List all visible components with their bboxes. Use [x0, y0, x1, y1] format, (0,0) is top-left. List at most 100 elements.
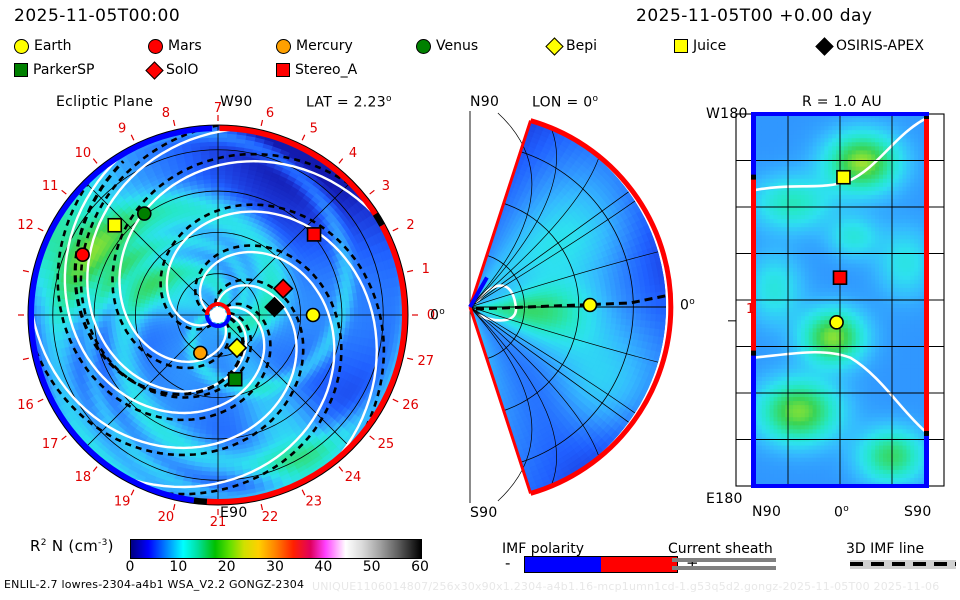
diamond-marker-icon: [145, 60, 164, 80]
legend-item-mercury[interactable]: Mercury: [276, 38, 353, 54]
current-sheath-title: Current sheath: [668, 541, 773, 557]
colorbar-label-close: ): [107, 537, 114, 555]
legend-row-planets: Earth Mars Mercury Venus Bepi Juice OSIRIS-APE…: [0, 36, 960, 62]
ecliptic-body-earth: [305, 307, 321, 323]
degree-symbol-icon: o: [843, 504, 850, 514]
legend-item-mars[interactable]: Mars: [148, 38, 202, 54]
ecliptic-rim-label: 19: [114, 495, 131, 510]
ecliptic-rim-label: 12: [18, 218, 34, 233]
ecliptic-rim-label: 23: [306, 495, 323, 510]
legend-label: Juice: [693, 38, 727, 54]
legend-item-bepi[interactable]: Bepi: [545, 36, 597, 56]
panel-meridional-plane[interactable]: N90 S90 LON = 0o 0o: [462, 94, 702, 530]
colorbar-tick-label: 10: [169, 559, 188, 575]
panel-constant-radius-map[interactable]: R = 1.0 AU W180 E180 1 N90 0o S90: [706, 94, 946, 530]
diamond-marker-icon: [815, 36, 834, 56]
map-axis-topleft-label: W180: [706, 106, 748, 122]
ecliptic-rim-label: 11: [42, 179, 59, 194]
map-body-earth: [829, 315, 844, 330]
circle-marker-icon: [416, 38, 431, 54]
square-marker-icon: [674, 39, 688, 53]
colorbar-label-exp: -3: [98, 538, 108, 548]
colorbar-tick-label: 60: [411, 559, 429, 575]
diamond-marker-icon: [545, 36, 564, 56]
ecliptic-rim-label: 2: [406, 218, 414, 233]
colorbar[interactable]: R2 N (cm-3) 0 10 20 30 40 50 60: [14, 535, 454, 581]
legend-label: ParkerSP: [33, 62, 95, 78]
meridional-plot-canvas: [468, 111, 674, 503]
degree-symbol-icon: o: [385, 94, 392, 104]
map-axis-left-tick: 1: [746, 302, 755, 317]
map-axis-bottom-label-zero: 0o: [834, 504, 849, 521]
meridional-lon-annotation: LON = 0o: [532, 94, 598, 111]
legend-item-venus[interactable]: Venus: [416, 38, 478, 54]
imf-3d-line-title: 3D IMF line: [846, 541, 925, 557]
legend-label: OSIRIS-APEX: [836, 38, 924, 54]
ecliptic-rim-label: 6: [266, 106, 274, 121]
square-marker-icon: [14, 63, 28, 77]
colorbar-label-n: N (cm: [51, 537, 99, 555]
meridional-axis-top-label: N90: [470, 94, 500, 110]
ecliptic-rim-label: 16: [18, 398, 34, 413]
legend-item-earth[interactable]: Earth: [14, 38, 72, 54]
legend-label: Mars: [168, 38, 202, 54]
ecliptic-body-parkersp: [227, 371, 243, 387]
colorbar-gradient: [130, 539, 422, 559]
ecliptic-axis-top-label: W90: [220, 94, 253, 110]
imf-polarity-title: IMF polarity: [502, 541, 585, 557]
ecliptic-rim-label: 25: [378, 437, 395, 452]
map-axis-n90-text: N90: [752, 504, 782, 520]
ecliptic-rim-label: 26: [402, 398, 419, 413]
legend-row-spacecraft: ParkerSP SolO Stereo_A: [0, 60, 960, 86]
legend-item-solo[interactable]: SolO: [145, 60, 199, 80]
ecliptic-body-osiris-apex: [264, 296, 285, 318]
ecliptic-body-mars: [75, 247, 90, 263]
ecliptic-body-bepi: [226, 337, 248, 359]
meridional-axis-right-label: 0o: [680, 297, 695, 314]
legend-label: Mercury: [296, 38, 353, 54]
ecliptic-title: Ecliptic Plane: [56, 94, 154, 110]
ecliptic-rim-label: 22: [262, 510, 279, 525]
colorbar-label-r: R: [30, 537, 41, 555]
ecliptic-lat-text: LAT = 2.23: [306, 94, 386, 111]
footer-watermark: UNIQUE1106014807/256x30x90x1.2304-a4b1.1…: [312, 580, 940, 593]
meridional-axis-right-value: 0: [680, 297, 690, 314]
ecliptic-rim-label: 27: [418, 354, 435, 369]
map-axis-bottom-label-s90: S90: [904, 504, 932, 520]
map-title: R = 1.0 AU: [802, 94, 882, 110]
ecliptic-rim-label: 5: [310, 121, 318, 136]
legend-item-parkersp[interactable]: ParkerSP: [14, 62, 94, 78]
colorbar-tick-label: 50: [362, 559, 381, 575]
map-axis-zero-text: 0: [834, 504, 844, 521]
colorbar-tick-label: 0: [125, 559, 135, 575]
ecliptic-rim-label: 8: [162, 106, 170, 121]
map-body-stereo-a: [832, 270, 848, 285]
ecliptic-axis-bottom-label: E90: [220, 505, 248, 521]
footer-model-info: ENLIL-2.7 lowres-2304-a4b1 WSA_V2.2 GONG…: [4, 578, 305, 591]
imf-minus-sign: -: [505, 554, 511, 572]
map-body-juice: [836, 169, 851, 185]
ecliptic-rim-label: 17: [42, 437, 59, 452]
ecliptic-body-venus: [136, 206, 152, 221]
ecliptic-rim-label: 20: [158, 510, 175, 525]
legend-item-stereo-a[interactable]: Stereo_A: [276, 62, 357, 78]
map-axis-bottom-label-n90: N90: [752, 504, 781, 520]
current-sheath-line-bottom: [672, 566, 776, 570]
meridional-body-earth: [582, 297, 598, 313]
ecliptic-rim-label: 18: [75, 470, 92, 485]
legend-item-osiris-apex[interactable]: OSIRIS-APEX: [815, 36, 924, 56]
meridional-axis-bottom-label: S90: [470, 505, 498, 521]
colorbar-label-exp2: 2: [40, 538, 47, 548]
legend-label: Bepi: [566, 38, 597, 54]
ecliptic-body-solo: [272, 278, 294, 299]
ecliptic-rim-label: 21: [210, 515, 227, 530]
ecliptic-body-stereo-a: [306, 227, 322, 242]
degree-symbol-icon: o: [439, 307, 446, 317]
timestamp-left: 2025-11-05T00:00: [14, 6, 181, 26]
circle-marker-icon: [148, 38, 163, 54]
circle-marker-icon: [276, 38, 291, 54]
ecliptic-lat-annotation: LAT = 2.23o: [306, 94, 392, 111]
legend-item-juice[interactable]: Juice: [674, 38, 726, 54]
legend-label: SolO: [166, 62, 199, 78]
